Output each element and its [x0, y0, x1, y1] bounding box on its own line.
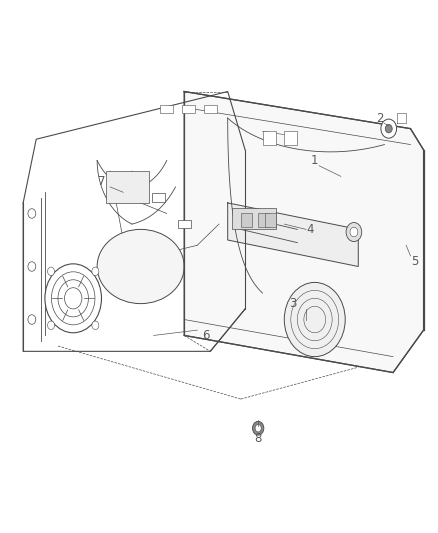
Bar — [106, 171, 149, 203]
Text: 4: 4 — [307, 223, 314, 236]
Text: 5: 5 — [411, 255, 419, 268]
Circle shape — [381, 119, 396, 138]
Text: 1: 1 — [311, 154, 318, 167]
Bar — [241, 214, 252, 227]
Circle shape — [48, 321, 54, 329]
Circle shape — [385, 124, 392, 133]
Circle shape — [45, 264, 102, 333]
Circle shape — [28, 315, 36, 324]
Bar — [182, 105, 195, 113]
Circle shape — [253, 421, 264, 435]
Circle shape — [92, 321, 99, 329]
Circle shape — [28, 209, 36, 218]
Bar — [178, 220, 191, 228]
Bar — [160, 105, 173, 113]
Circle shape — [284, 282, 345, 357]
Polygon shape — [184, 92, 424, 373]
Ellipse shape — [97, 229, 184, 304]
Bar — [125, 188, 138, 197]
Circle shape — [255, 424, 261, 432]
Text: 2: 2 — [376, 111, 384, 125]
Bar — [262, 131, 276, 144]
Text: 6: 6 — [202, 329, 210, 342]
Bar — [265, 214, 276, 227]
Text: 7: 7 — [98, 175, 105, 188]
Bar — [258, 214, 269, 227]
Circle shape — [346, 222, 362, 241]
Circle shape — [48, 267, 54, 276]
Bar — [232, 208, 276, 229]
Polygon shape — [228, 203, 358, 266]
Circle shape — [350, 227, 358, 237]
Circle shape — [92, 267, 99, 276]
Text: 8: 8 — [254, 432, 262, 446]
Bar — [152, 193, 165, 202]
Bar — [204, 105, 217, 113]
Bar — [284, 131, 297, 144]
Circle shape — [28, 262, 36, 271]
Text: 3: 3 — [290, 297, 297, 310]
